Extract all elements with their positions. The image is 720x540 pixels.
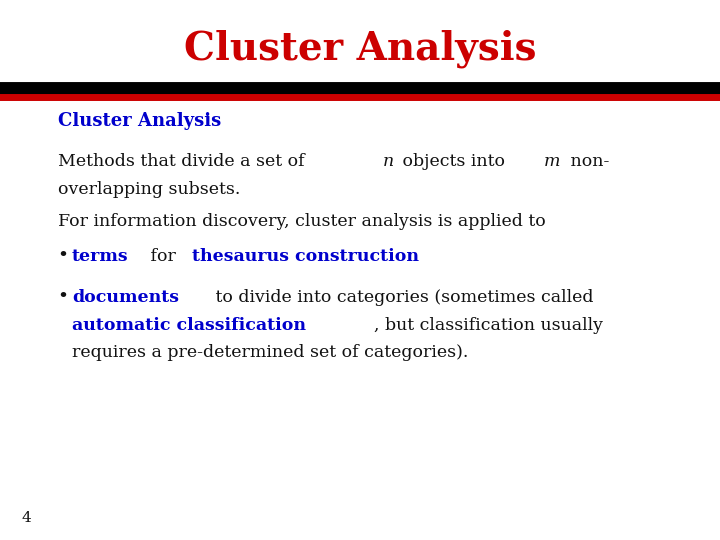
Text: •: • <box>58 247 68 266</box>
Text: Cluster Analysis: Cluster Analysis <box>58 112 221 131</box>
Text: thesaurus construction: thesaurus construction <box>192 248 419 265</box>
Text: For information discovery, cluster analysis is applied to: For information discovery, cluster analy… <box>58 213 545 230</box>
Text: terms: terms <box>72 248 129 265</box>
Text: n: n <box>383 153 394 171</box>
Text: for: for <box>145 248 181 265</box>
Text: Methods that divide a set of: Methods that divide a set of <box>58 153 310 171</box>
Text: automatic classification: automatic classification <box>72 316 306 334</box>
Text: overlapping subsets.: overlapping subsets. <box>58 180 240 198</box>
Text: , but classification usually: , but classification usually <box>374 316 603 334</box>
Text: Cluster Analysis: Cluster Analysis <box>184 29 536 68</box>
Text: •: • <box>58 288 68 306</box>
Text: m: m <box>544 153 560 171</box>
Text: documents: documents <box>72 288 179 306</box>
Text: requires a pre-determined set of categories).: requires a pre-determined set of categor… <box>72 343 469 361</box>
Text: objects into: objects into <box>397 153 511 171</box>
Text: non-: non- <box>565 153 610 171</box>
Text: to divide into categories (sometimes called: to divide into categories (sometimes cal… <box>210 288 593 306</box>
Text: 4: 4 <box>22 511 32 525</box>
